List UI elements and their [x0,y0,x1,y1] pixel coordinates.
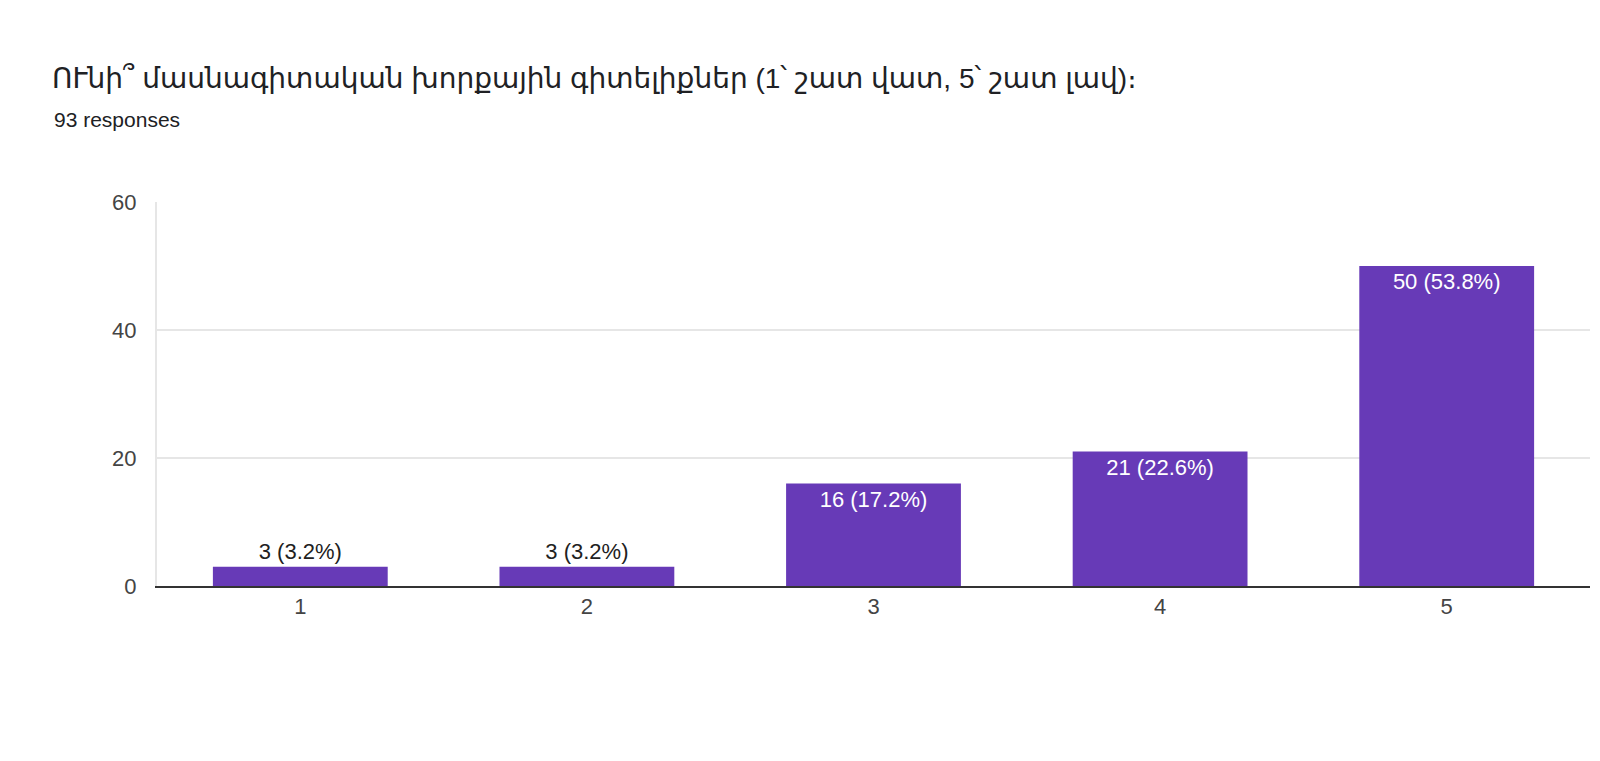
svg-text:2: 2 [581,594,593,619]
svg-text:20: 20 [112,446,136,471]
svg-text:50 (53.8%): 50 (53.8%) [1393,269,1501,294]
svg-text:1: 1 [294,594,306,619]
svg-text:60: 60 [112,190,136,215]
svg-text:ՈՒնի՞ մասնագիտական խորքային գի: ՈՒնի՞ մասնագիտական խորքային գիտելիքներ (… [52,63,1137,94]
svg-text:16 (17.2%): 16 (17.2%) [820,487,928,512]
svg-text:3 (3.2%): 3 (3.2%) [259,539,342,564]
svg-text:3: 3 [867,594,879,619]
svg-text:3 (3.2%): 3 (3.2%) [545,539,628,564]
svg-text:93 responses: 93 responses [54,108,180,131]
svg-text:21 (22.6%): 21 (22.6%) [1106,455,1214,480]
svg-text:4: 4 [1154,594,1166,619]
svg-text:40: 40 [112,318,136,343]
svg-text:5: 5 [1441,594,1453,619]
svg-text:0: 0 [124,574,136,599]
